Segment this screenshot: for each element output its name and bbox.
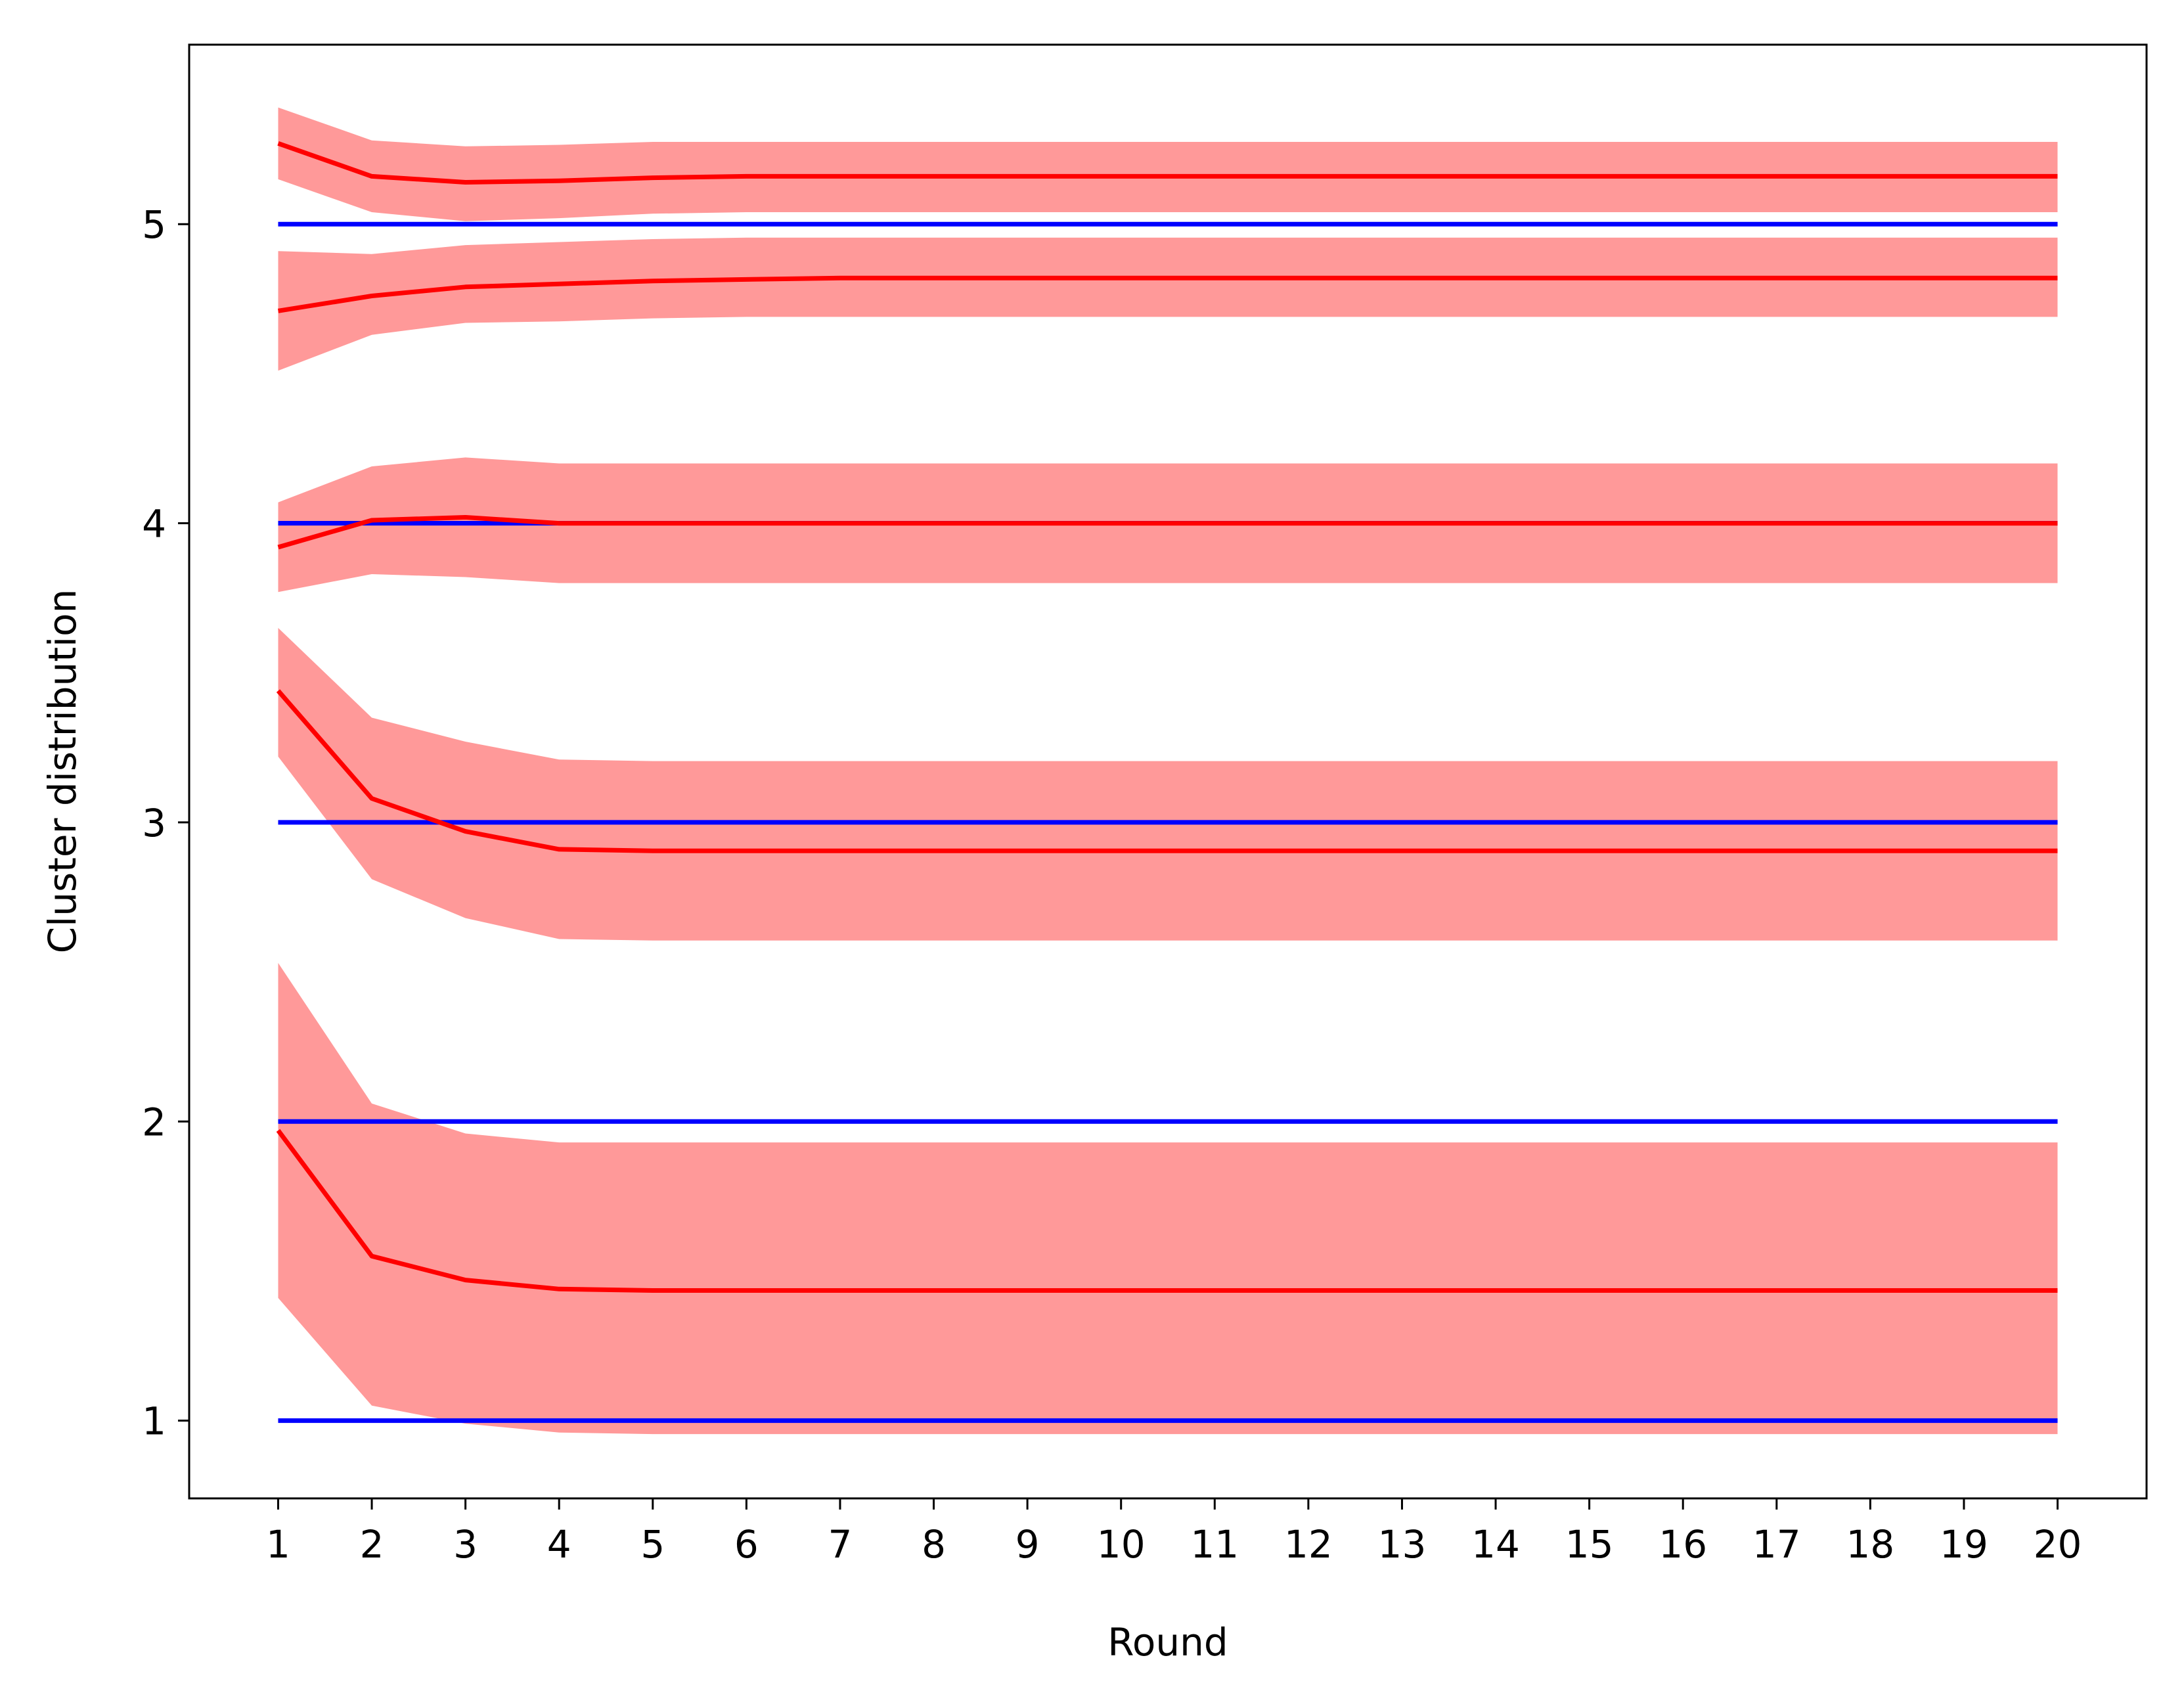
- x-tick-label: 11: [1190, 1522, 1239, 1567]
- x-tick-label: 1: [266, 1522, 290, 1567]
- x-tick-label: 14: [1471, 1522, 1520, 1567]
- mean-line-4: [277, 275, 2058, 313]
- y-tick-label: 2: [142, 1100, 166, 1144]
- y-tick-label: 5: [142, 202, 166, 247]
- mean-line-3: [277, 515, 2058, 550]
- confidence-band-1: [278, 962, 2058, 1435]
- y-tick-label: 1: [142, 1399, 166, 1444]
- plot-frame: [188, 43, 2148, 1500]
- x-tick-label: 3: [453, 1522, 478, 1567]
- x-tick-label: 6: [734, 1522, 759, 1567]
- x-tick-label: 19: [1940, 1522, 1988, 1567]
- x-tick-label: 17: [1752, 1522, 1801, 1567]
- x-tick-label: 4: [547, 1522, 571, 1567]
- mean-line-1: [276, 1129, 2058, 1293]
- confidence-bands: [278, 107, 2058, 1435]
- confidence-band-2: [278, 627, 2058, 941]
- x-tick-label: 18: [1846, 1522, 1894, 1567]
- x-tick-label: 8: [922, 1522, 946, 1567]
- y-axis-label: Cluster distribution: [40, 589, 85, 954]
- mean-lines: [276, 141, 2058, 1293]
- x-tick-label: 13: [1378, 1522, 1427, 1567]
- y-tick-label: 4: [142, 502, 166, 547]
- x-tick-label: 9: [1015, 1522, 1040, 1567]
- mean-line-5: [277, 141, 2058, 185]
- confidence-band-4: [278, 237, 2058, 371]
- y-axis-ticks: 1 2 3 4 5: [142, 202, 189, 1444]
- x-tick-label: 5: [640, 1522, 665, 1567]
- x-tick-label: 15: [1565, 1522, 1614, 1567]
- x-tick-label: 2: [360, 1522, 384, 1567]
- x-tick-label: 20: [2034, 1522, 2082, 1567]
- confidence-band-5: [278, 107, 2058, 221]
- x-tick-label: 7: [828, 1522, 853, 1567]
- x-axis-ticks: 1 2 3 4 5 6 7 8 9 10 11 12 13 14 15 16 17 18 19 20: [266, 1498, 2082, 1567]
- x-tick-label: 16: [1659, 1522, 1707, 1567]
- y-tick-label: 3: [142, 801, 166, 845]
- x-axis-label: Round: [1107, 1620, 1228, 1665]
- x-tick-label: 10: [1097, 1522, 1146, 1567]
- mean-line-2: [276, 689, 2058, 853]
- x-tick-label: 12: [1284, 1522, 1333, 1567]
